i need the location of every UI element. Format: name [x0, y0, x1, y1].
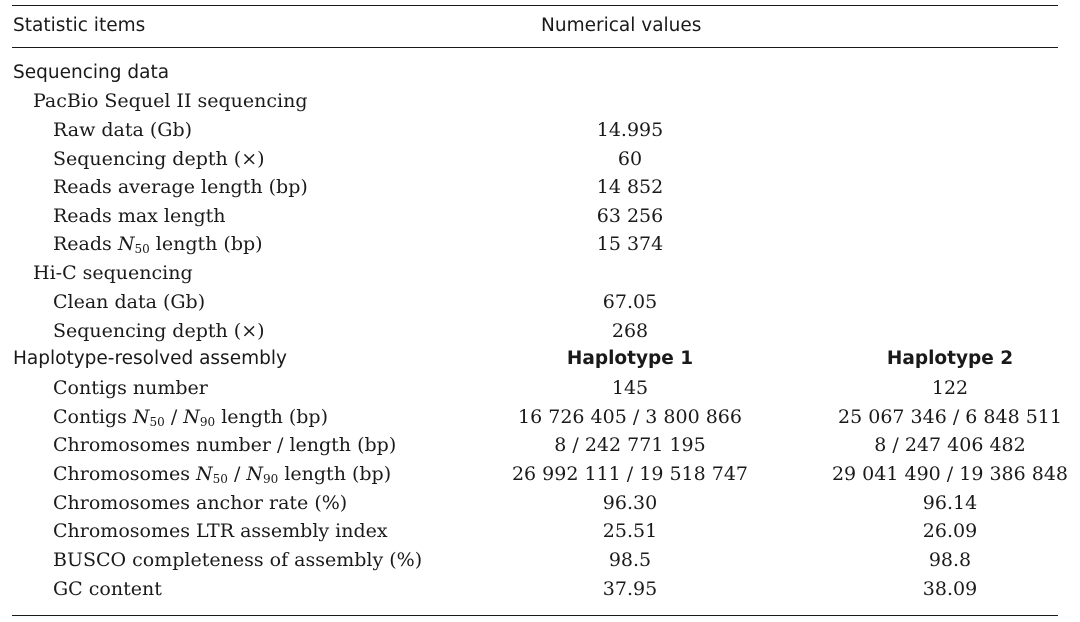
- section-sequencing-data: Sequencing data: [13, 62, 170, 83]
- value-cell: 60: [617, 148, 643, 170]
- bottom-rule: [12, 615, 1058, 616]
- table-row: BUSCO completeness of assembly (%) 98.5 …: [0, 546, 1080, 574]
- value-cell: 14.995: [596, 119, 664, 141]
- table-row: Contigs number 145 122: [0, 374, 1080, 402]
- value-cell: 8 / 247 406 482: [874, 434, 1026, 456]
- value-cell: 26 992 111 / 19 518 747: [511, 463, 749, 485]
- row-label: Chromosomes LTR assembly index: [53, 520, 388, 542]
- row-label: Reads N50 length (bp): [53, 233, 263, 256]
- header-statistic-items: Statistic items: [13, 15, 146, 36]
- value-cell: 37.95: [602, 578, 658, 600]
- table-row: Sequencing depth (×) 60: [0, 145, 1080, 173]
- table-row: Sequencing depth (×) 268: [0, 317, 1080, 345]
- value-cell: 25 067 346 / 6 848 511: [838, 406, 1062, 428]
- row-label: BUSCO completeness of assembly (%): [53, 549, 423, 571]
- value-cell: 25.51: [602, 520, 658, 542]
- row-label: Raw data (Gb): [53, 119, 193, 141]
- row-label: Chromosomes number / length (bp): [53, 434, 397, 456]
- row-label: Chromosomes N50 / N90 length (bp): [53, 463, 392, 486]
- table-row: Chromosomes number / length (bp) 8 / 242…: [0, 431, 1080, 459]
- table-row: Raw data (Gb) 14.995: [0, 116, 1080, 144]
- row-label: GC content: [53, 578, 162, 600]
- table-row: Hi-C sequencing: [0, 259, 1080, 287]
- haplotype-1-header: Haplotype 1: [566, 348, 694, 369]
- value-cell: 96.30: [602, 492, 658, 514]
- row-label: Clean data (Gb): [53, 291, 206, 313]
- value-cell: 67.05: [602, 291, 658, 313]
- top-rule: [12, 5, 1058, 6]
- subsection-hic: Hi-C sequencing: [33, 262, 193, 284]
- table-row: Chromosomes N50 / N90 length (bp) 26 992…: [0, 460, 1080, 488]
- value-cell: 96.14: [922, 492, 978, 514]
- value-cell: 268: [611, 320, 649, 342]
- section-assembly: Haplotype-resolved assembly: [13, 348, 287, 369]
- table-row: GC content 37.95 38.09: [0, 575, 1080, 603]
- row-label: Sequencing depth (×): [53, 148, 265, 170]
- table-row: Reads N50 length (bp) 15 374: [0, 230, 1080, 258]
- table-row: Chromosomes LTR assembly index 25.51 26.…: [0, 517, 1080, 545]
- value-cell: 29 041 490 / 19 386 848: [831, 463, 1069, 485]
- value-cell: 16 726 405 / 3 800 866: [518, 406, 742, 428]
- row-label: Chromosomes anchor rate (%): [53, 492, 348, 514]
- table-row: Reads max length 63 256: [0, 202, 1080, 230]
- table-row: Sequencing data: [0, 59, 1080, 87]
- subsection-pacbio: PacBio Sequel II sequencing: [33, 90, 308, 112]
- value-cell: 98.5: [608, 549, 652, 571]
- header-rule: [12, 47, 1058, 48]
- table-row: PacBio Sequel II sequencing: [0, 87, 1080, 115]
- table-row: Haplotype-resolved assembly Haplotype 1 …: [0, 345, 1080, 373]
- value-cell: 98.8: [928, 549, 972, 571]
- table-row: Chromosomes anchor rate (%) 96.30 96.14: [0, 489, 1080, 517]
- value-cell: 38.09: [922, 578, 978, 600]
- row-label: Contigs N50 / N90 length (bp): [53, 406, 329, 429]
- row-label: Sequencing depth (×): [53, 320, 265, 342]
- row-label: Reads max length: [53, 205, 226, 227]
- value-cell: 26.09: [922, 520, 978, 542]
- value-cell: 15 374: [596, 233, 664, 255]
- row-label: Reads average length (bp): [53, 176, 308, 198]
- value-cell: 122: [931, 377, 969, 399]
- haplotype-2-header: Haplotype 2: [886, 348, 1014, 369]
- row-label: Contigs number: [53, 377, 208, 399]
- value-cell: 145: [611, 377, 649, 399]
- table-row: Clean data (Gb) 67.05: [0, 288, 1080, 316]
- table-row: Contigs N50 / N90 length (bp) 16 726 405…: [0, 403, 1080, 431]
- value-cell: 63 256: [596, 205, 664, 227]
- value-cell: 8 / 242 771 195: [554, 434, 706, 456]
- header-numerical-values: Numerical values: [541, 15, 702, 36]
- value-cell: 14 852: [596, 176, 664, 198]
- table-row: Reads average length (bp) 14 852: [0, 173, 1080, 201]
